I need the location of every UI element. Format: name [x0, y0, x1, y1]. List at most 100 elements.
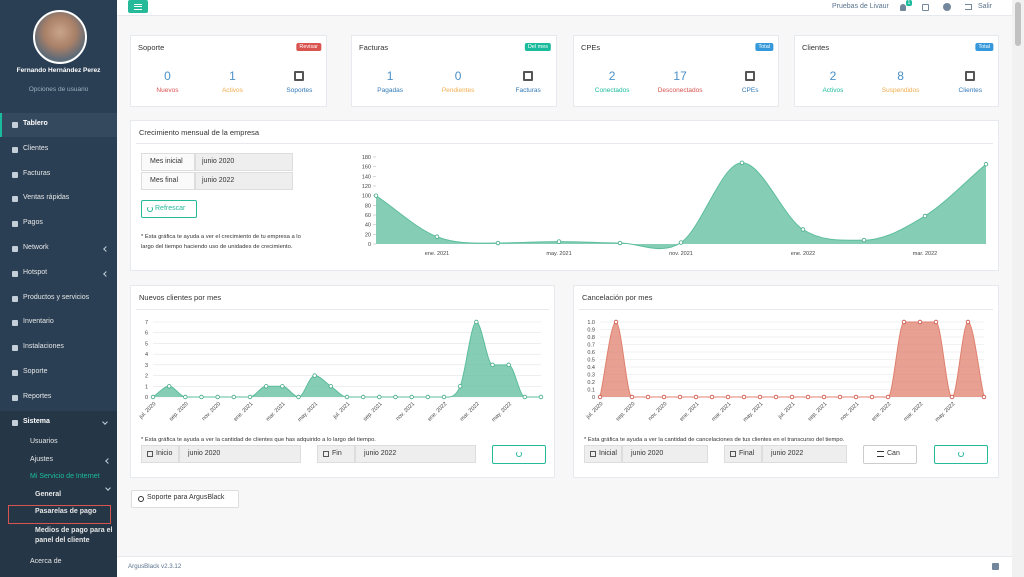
menu-item[interactable]: Clientes: [23, 144, 49, 152]
filter-addon: [141, 445, 179, 463]
menu-item[interactable]: Pagos: [23, 219, 43, 227]
stat-label[interactable]: Conectados: [594, 87, 630, 94]
menu-item[interactable]: Instalaciones: [23, 343, 64, 351]
submenu-bg: [0, 410, 117, 577]
panel-divider: [136, 309, 549, 310]
menu-item[interactable]: Sistema: [23, 417, 50, 425]
menu-icon: [12, 146, 18, 153]
notification-badge: 1: [906, 0, 912, 6]
stat-label[interactable]: Pendientes: [441, 87, 475, 94]
account-name[interactable]: Pruebas de Livaur: [832, 3, 889, 10]
filter-label: Mes final: [150, 177, 179, 184]
menu-icon: [12, 320, 18, 327]
expand-icon[interactable]: [922, 4, 929, 11]
menu-item[interactable]: Ventas rápidas: [23, 194, 70, 202]
active-bar: [0, 113, 2, 137]
menu-toggle-line: [134, 3, 142, 5]
card-link[interactable]: Clientes: [958, 87, 983, 94]
list-button-label[interactable]: Can: [887, 450, 900, 457]
list-icon: [877, 451, 884, 457]
filter-input[interactable]: [762, 445, 847, 463]
panel-divider: [136, 143, 993, 144]
list-button[interactable]: [863, 445, 917, 464]
filter-value-cell[interactable]: [195, 172, 293, 190]
card-title: Soporte: [138, 43, 165, 52]
card-link[interactable]: Facturas: [515, 87, 541, 94]
filter-input[interactable]: [622, 445, 708, 463]
stat-label[interactable]: Pagadas: [377, 87, 403, 94]
menu-icon: [12, 270, 18, 277]
calendar-icon: [323, 451, 329, 457]
card-icon: [294, 71, 305, 81]
menu-item[interactable]: Productos y servicios: [23, 293, 90, 301]
stat-value: 8: [897, 69, 904, 83]
avatar: [33, 10, 87, 64]
menu-item[interactable]: Tablero: [23, 120, 48, 127]
filter-input[interactable]: [179, 445, 301, 463]
filter-label: Inicial: [599, 450, 617, 457]
card-icon: [745, 71, 756, 81]
filter-label: Inicio: [156, 450, 173, 457]
stat-label[interactable]: Nuevos: [156, 87, 179, 94]
calendar-icon: [730, 451, 736, 457]
menu-icon: [12, 394, 18, 401]
scrollbar-thumb: [1015, 2, 1021, 46]
refresh-button[interactable]: [141, 200, 197, 218]
menu-icon: [12, 221, 18, 228]
logout-link[interactable]: Salir: [978, 3, 993, 10]
calendar-icon: [147, 451, 153, 457]
panel-title: Crecimiento mensual de la empresa: [139, 128, 260, 137]
help-icon[interactable]: [943, 3, 951, 11]
active-row: [0, 113, 117, 137]
card-icon: [965, 71, 976, 81]
stat-card: [794, 35, 999, 107]
footer-icon: [992, 563, 999, 570]
submenu-item[interactable]: Mi Servicio de Internet: [30, 473, 100, 480]
footer-version: ArgusBlack v2.3.12: [128, 563, 182, 570]
card-link[interactable]: CPEs: [741, 87, 759, 94]
footer: [117, 556, 1012, 577]
filter-label: Fin: [332, 450, 342, 457]
filter-value: junio 2022: [771, 450, 804, 457]
support-button-label[interactable]: Soporte para ArgusBlack: [147, 494, 225, 501]
stat-card: [130, 35, 327, 107]
filter-input[interactable]: [355, 445, 476, 463]
submenu-item[interactable]: General: [35, 491, 62, 498]
submenu-item[interactable]: Ajustes: [30, 456, 53, 463]
refresh-icon: [958, 451, 964, 457]
filter-value-cell[interactable]: [195, 153, 293, 171]
menu-item[interactable]: Soporte: [23, 368, 48, 375]
refresh-label[interactable]: Refrescar: [155, 205, 186, 212]
logout-icon[interactable]: [965, 4, 972, 10]
stat-label[interactable]: Suspendidos: [881, 87, 920, 94]
menu-item[interactable]: Hotspot: [23, 268, 48, 276]
menu-item[interactable]: Reportes: [23, 392, 52, 400]
menu-toggle[interactable]: [128, 0, 148, 13]
submenu-item[interactable]: Usuarios: [30, 438, 58, 445]
menu-item[interactable]: Network: [23, 244, 49, 251]
card-badge: Total: [975, 43, 993, 51]
submenu-item[interactable]: Pasarelas de pago: [35, 508, 97, 515]
scrollbar: [1012, 0, 1024, 577]
menu-item[interactable]: Facturas: [23, 169, 51, 177]
menu-toggle-line: [134, 6, 142, 7]
menu-icon: [12, 122, 18, 128]
refresh-icon: [516, 451, 522, 457]
card-link[interactable]: Soportes: [286, 87, 313, 94]
stat-label[interactable]: Activos: [221, 87, 243, 94]
menu-icon: [12, 295, 18, 302]
filter-value: junio 2022: [202, 177, 235, 184]
stat-label[interactable]: Activos: [822, 87, 844, 94]
panel-title: Cancelación por mes: [582, 293, 653, 302]
user-options[interactable]: Opciones de usuario: [28, 86, 89, 93]
chart-note: * Esta gráfica te ayuda a ver la cantida…: [141, 437, 376, 443]
card-title: CPEs: [581, 43, 601, 52]
submenu-item[interactable]: Acerca de: [30, 558, 62, 565]
menu-item[interactable]: Inventario: [23, 318, 54, 326]
support-button[interactable]: [131, 490, 239, 508]
submenu-item[interactable]: Medios de pago para el panel del cliente: [35, 527, 113, 544]
calendar-icon: [590, 451, 596, 457]
bell-icon[interactable]: [900, 4, 906, 11]
stat-label[interactable]: Desconectados: [657, 87, 703, 94]
